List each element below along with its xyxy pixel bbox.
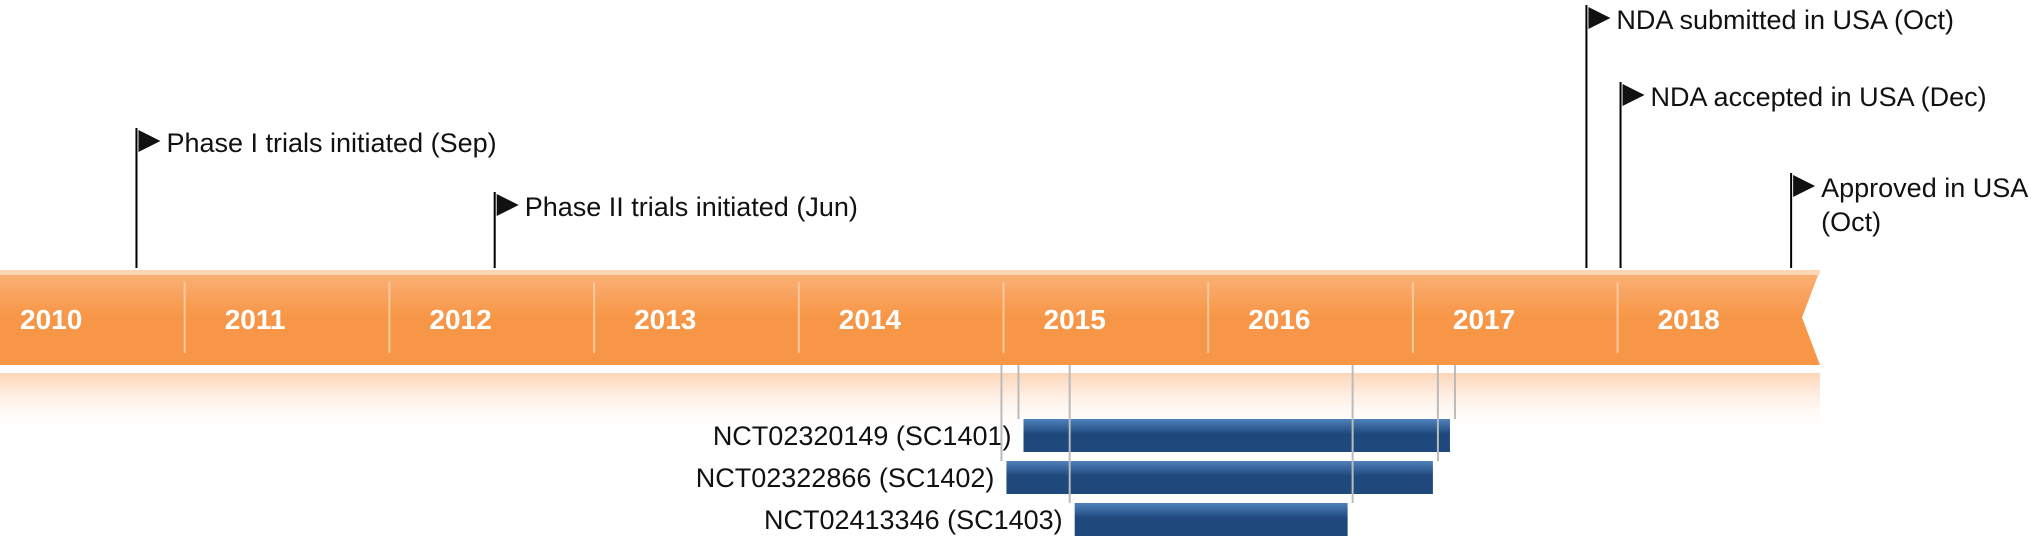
year-label-2017: 2017 (1453, 304, 1515, 335)
trial-bar (1074, 503, 1348, 536)
milestones: Phase I trials initiated (Sep) Phase II t… (135, 5, 2028, 268)
trial-bars: NCT02320149 (SC1401) NCT02322866 (SC1402)… (696, 365, 1456, 536)
milestone-4: Approved in USA (Oct) (1790, 173, 2028, 268)
trial-label: NCT02322866 (SC1402) (696, 463, 995, 493)
milestone-label: (Oct) (1821, 207, 1881, 237)
milestone-1: Phase II trials initiated (Jun) (493, 192, 858, 268)
flag-icon (1588, 7, 1611, 29)
year-label-2015: 2015 (1044, 304, 1106, 335)
trial-bar (1006, 461, 1433, 494)
trial-label: NCT02320149 (SC1401) (713, 421, 1012, 451)
band-highlight (0, 270, 1820, 275)
milestone-label: Phase II trials initiated (Jun) (525, 192, 858, 222)
milestone-2: NDA submitted in USA (Oct) (1585, 5, 1954, 268)
flag-icon (1793, 175, 1816, 197)
timeline-band-body (0, 270, 1820, 365)
year-label-2016: 2016 (1248, 304, 1310, 335)
milestone-3: NDA accepted in USA (Dec) (1619, 82, 1987, 268)
milestone-0: Phase I trials initiated (Sep) (135, 128, 497, 268)
band-reflection (0, 373, 1820, 435)
trial-1: NCT02322866 (SC1402) (696, 365, 1439, 494)
trial-bar (1023, 419, 1450, 452)
flag-icon (1622, 84, 1645, 106)
year-labels: 2010 2011 2012 2013 2014 2015 2016 2017 2018 (20, 282, 1720, 353)
trial-2: NCT02413346 (SC1403) (764, 365, 1354, 536)
year-label-2010: 2010 (20, 304, 82, 335)
flag-icon (138, 130, 161, 152)
year-label-2014: 2014 (839, 304, 902, 335)
milestone-label: NDA submitted in USA (Oct) (1616, 5, 1954, 35)
year-label-2013: 2013 (634, 304, 696, 335)
year-label-2011: 2011 (225, 304, 286, 335)
trial-0: NCT02320149 (SC1401) (713, 365, 1456, 452)
year-label-2018: 2018 (1658, 304, 1720, 335)
timeline-band (0, 270, 1820, 435)
trial-label: NCT02413346 (SC1403) (764, 505, 1063, 535)
milestone-label: Approved in USA (1821, 173, 2028, 203)
year-label-2012: 2012 (429, 304, 491, 335)
flag-icon (496, 194, 519, 216)
milestone-label: NDA accepted in USA (Dec) (1651, 82, 1987, 112)
milestone-label: Phase I trials initiated (Sep) (166, 128, 496, 158)
